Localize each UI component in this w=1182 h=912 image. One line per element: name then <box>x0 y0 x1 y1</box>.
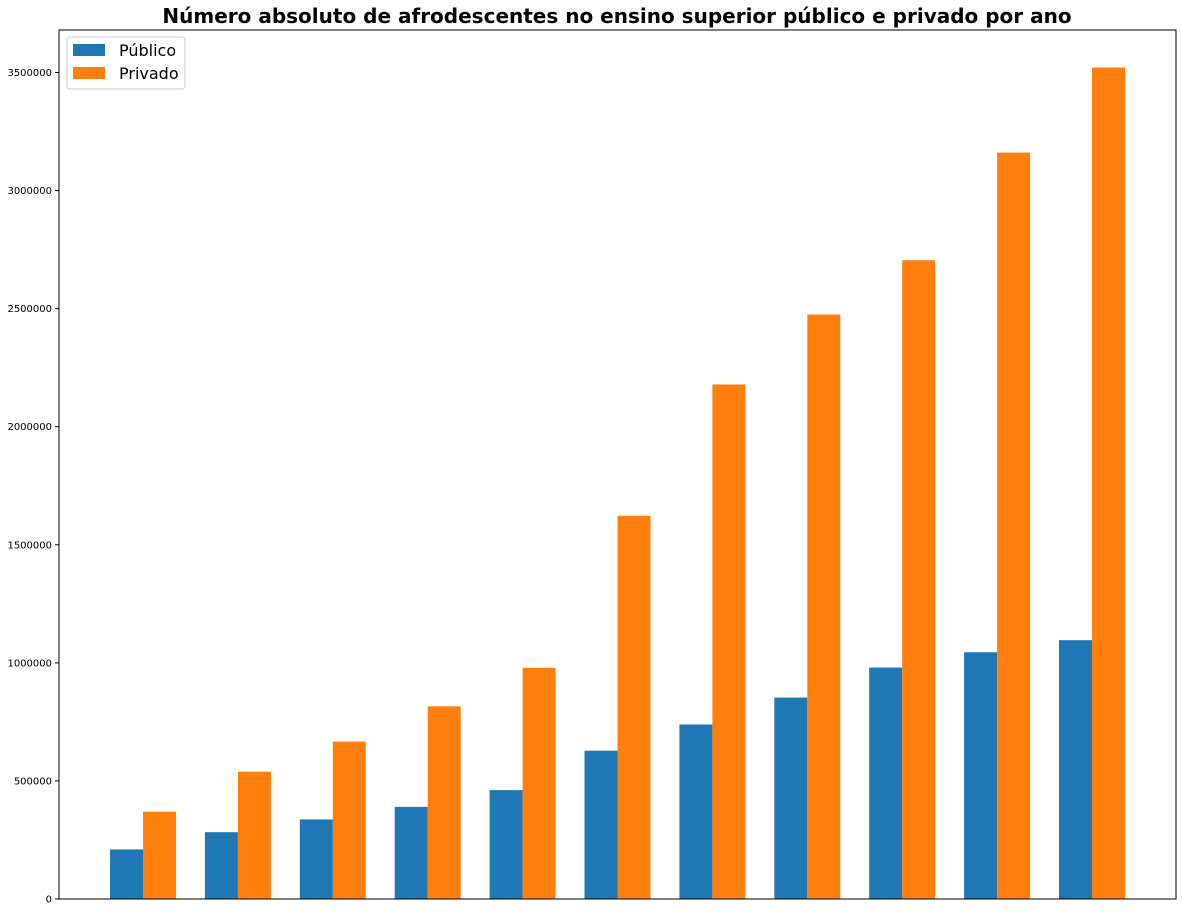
bar-publico <box>584 750 618 899</box>
plot-area: 0 500000 1000000 1500000 2000000 2500000 30000… <box>7 29 1177 906</box>
legend: Público Privado <box>66 36 186 90</box>
bar-publico <box>394 806 428 899</box>
y-tick-label: 0 <box>46 895 52 906</box>
bar-privado <box>1092 67 1125 900</box>
bar-publico <box>489 790 523 899</box>
bar-privado <box>427 706 461 899</box>
bar-privado <box>997 152 1031 899</box>
bar-publico <box>299 819 333 899</box>
bar-privado <box>712 384 746 899</box>
bar-publico <box>679 724 713 899</box>
bar-privado <box>522 667 556 899</box>
y-tick-label: 3500000 <box>7 68 52 79</box>
bar-publico <box>1059 640 1092 899</box>
legend-swatch-publico <box>73 44 105 56</box>
bar-publico <box>204 832 238 899</box>
chart-title: Número absoluto de afrodescentes no ensi… <box>162 4 1071 28</box>
legend-label-privado: Privado <box>119 64 179 83</box>
bar-privado <box>237 771 271 899</box>
bars <box>110 67 1125 900</box>
bar-privado <box>332 741 366 899</box>
legend-swatch-privado <box>73 67 105 79</box>
y-tick-label: 2500000 <box>7 304 52 315</box>
y-tick-label: 2000000 <box>7 422 52 433</box>
y-tick-label: 1000000 <box>7 658 52 669</box>
y-tick-label: 500000 <box>14 776 52 787</box>
bar-publico <box>774 697 808 899</box>
bar-privado <box>617 515 651 899</box>
bar-privado <box>902 260 936 899</box>
bar-publico <box>964 652 998 899</box>
bar-privado <box>807 314 841 899</box>
legend-label-publico: Público <box>119 41 176 60</box>
plot-frame <box>58 29 1177 900</box>
y-axis: 0 500000 1000000 1500000 2000000 2500000 30000… <box>7 68 59 906</box>
bar-privado <box>143 811 176 899</box>
bar-publico <box>869 667 903 899</box>
bar-publico <box>110 849 143 899</box>
y-tick-label: 3000000 <box>7 186 52 197</box>
y-tick-label: 1500000 <box>7 540 52 551</box>
